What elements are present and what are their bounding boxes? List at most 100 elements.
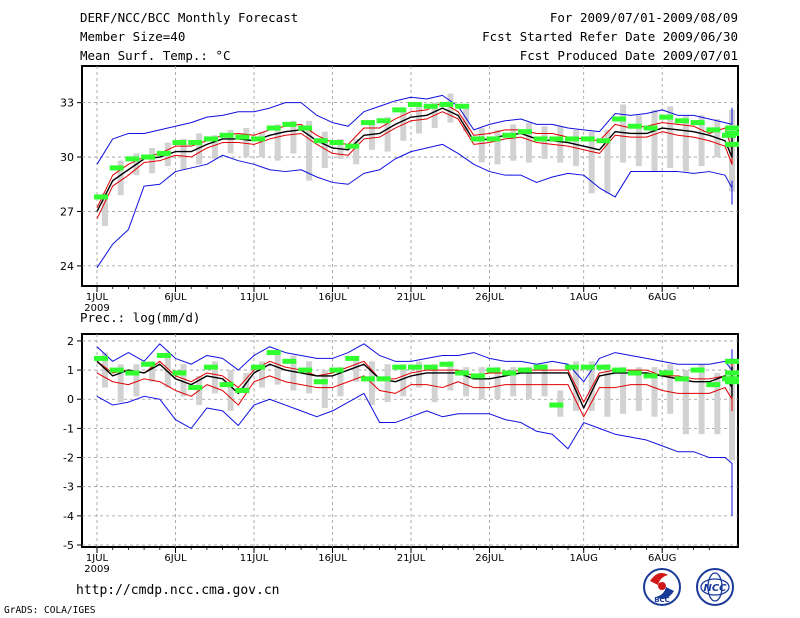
precip-spread-bar: [400, 364, 407, 397]
temp-xtick-label: 11JUL: [240, 292, 269, 303]
precip-member-mark: [725, 358, 739, 364]
precip-member-mark: [565, 364, 579, 370]
temp-spread-bar: [274, 124, 281, 161]
temp-spread-bar: [149, 147, 156, 174]
precip-member-mark: [725, 370, 739, 376]
precip-member-mark: [360, 376, 375, 382]
precip-member-mark: [298, 367, 313, 373]
grads-credit: GrADS: COLA/IGES: [4, 605, 96, 616]
temp-spread-bar: [682, 115, 689, 172]
precip-xtick-label: 16JUL: [318, 553, 347, 564]
temp-xtick-label: 16JUL: [318, 292, 347, 303]
precip-member-mark: [533, 364, 548, 370]
precip-ytick-label: -2: [63, 452, 74, 465]
temp-frame: [81, 65, 739, 287]
temp-member-mark: [423, 103, 438, 109]
precip-spread-bar: [525, 367, 532, 400]
precip-spread-bar: [714, 372, 721, 435]
temp-member-mark: [439, 101, 454, 107]
precip-xtick-label: 1JUL: [86, 553, 109, 564]
forecast-period-label: For 2009/07/01-2009/08/09: [549, 10, 738, 25]
precip-xtick-label: 11JUL: [240, 553, 269, 564]
produced-date-label: Fcst Produced Date 2009/07/01: [519, 48, 738, 63]
temp-spread-bar: [196, 133, 203, 165]
precip-spread-bar: [431, 364, 438, 403]
temp-min-line: [96, 143, 733, 268]
temp-member-mark: [298, 125, 313, 131]
temp-member-mark: [517, 129, 532, 135]
precip-member-mark: [596, 364, 611, 370]
bcc-logo: BCC: [643, 568, 681, 606]
precip-xtick-label: 26JUL: [475, 553, 504, 564]
precip-member-mark: [282, 358, 297, 364]
precip-ytick-label: 2: [67, 335, 74, 348]
precip-spread-bar: [227, 370, 234, 411]
precip-spread-bar: [180, 364, 187, 397]
temp-member-mark: [580, 136, 595, 142]
temp-member-mark: [109, 165, 124, 171]
precip-member-mark: [627, 370, 642, 376]
source-url[interactable]: http://cmdp.ncc.cma.gov.cn: [76, 583, 280, 598]
precip-xtick-label: 1AUG: [570, 553, 598, 564]
temp-spread-bar: [635, 115, 642, 167]
temp-spread-bar: [541, 126, 548, 159]
precip-spread-bar: [494, 367, 501, 400]
temp-member-mark: [690, 120, 705, 126]
temp-spread-bar: [698, 115, 705, 167]
precip-spread-bar: [102, 352, 108, 388]
precip-spread-bar: [290, 355, 297, 391]
temp-member-mark: [627, 123, 642, 129]
precip-frame: [81, 333, 739, 548]
temp-spread-bar: [510, 124, 517, 161]
member-size-label: Member Size=40: [80, 29, 186, 44]
precip-spread-bar: [729, 370, 735, 461]
precip-spread-bar: [353, 358, 360, 382]
temp-member-mark: [282, 121, 297, 127]
precip-member-mark: [392, 364, 407, 370]
temp-spread-bar: [180, 138, 187, 170]
temp-member-mark: [156, 150, 171, 156]
precip-spread-bar: [337, 367, 344, 397]
temp-spread-bar: [353, 138, 360, 165]
temp-median-line: [96, 107, 733, 212]
precip-member-mark: [203, 364, 218, 370]
precip-spread-bar: [274, 352, 281, 385]
temp-spread-bar: [321, 131, 328, 168]
temp-member-mark: [94, 194, 108, 200]
temp-spread-bar: [243, 128, 250, 158]
temp-member-mark: [329, 140, 344, 146]
temp-spread-bar: [227, 129, 234, 154]
ncc-logo-text: NCC: [703, 583, 727, 594]
temp-member-mark: [596, 138, 611, 144]
temp-member-mark: [408, 101, 422, 107]
precip-member-mark: [156, 352, 171, 358]
precip-member-mark: [517, 367, 532, 373]
temp-spread-bar: [416, 102, 422, 134]
temp-spread-bar: [117, 160, 124, 196]
chart-title: DERF/NCC/BCC Monthly Forecast: [80, 10, 299, 25]
temp-member-mark: [659, 114, 674, 120]
precip-spread-bar: [149, 361, 156, 382]
temp-spread-bar: [368, 122, 375, 150]
ncc-logo: NCC: [696, 568, 734, 606]
precip-min-line: [96, 392, 733, 516]
temp-member-mark: [392, 107, 407, 113]
temp-member-mark: [612, 116, 627, 122]
precip-spread-bar: [667, 364, 674, 414]
temp-member-mark: [125, 156, 140, 162]
temp-spread-bar: [478, 128, 485, 163]
precip-member-mark: [725, 376, 739, 382]
temp-member-mark: [725, 125, 739, 131]
temp-spread-bar: [384, 117, 391, 152]
temp-member-mark: [172, 140, 187, 146]
precip-ytick-label: 1: [67, 364, 74, 377]
temp-member-mark: [643, 125, 658, 131]
temp-spread-bar: [211, 135, 218, 159]
precip-spread-bar: [164, 352, 171, 388]
temp-member-mark: [313, 138, 328, 144]
precip-member-mark: [376, 376, 391, 382]
precip-spread-bar: [510, 367, 517, 397]
temp-spread-bar: [557, 126, 564, 163]
